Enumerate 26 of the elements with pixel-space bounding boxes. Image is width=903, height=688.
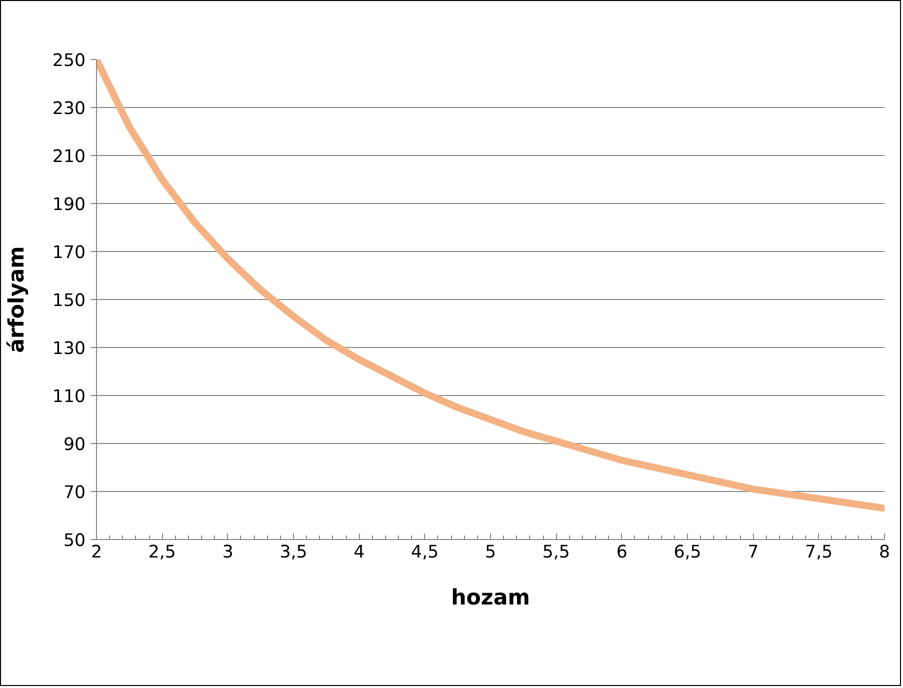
y-tick-label: 230 bbox=[52, 99, 86, 119]
x-tick-label: 5 bbox=[484, 542, 496, 562]
y-tick-label: 150 bbox=[52, 291, 86, 311]
y-tick-label: 210 bbox=[52, 147, 86, 167]
y-tick-label: 70 bbox=[63, 483, 86, 503]
x-tick-label: 6,5 bbox=[674, 542, 702, 562]
y-tick-label: 130 bbox=[52, 339, 86, 359]
y-tick-label: 170 bbox=[52, 243, 86, 263]
y-tick-label: 110 bbox=[52, 387, 86, 407]
x-tick-label: 2,5 bbox=[148, 542, 176, 562]
x-tick-label: 2 bbox=[90, 542, 102, 562]
x-tick-label: 4 bbox=[354, 542, 365, 562]
x-axis-title: hozam bbox=[451, 586, 530, 610]
x-tick-label: 3 bbox=[222, 542, 234, 562]
x-tick-label: 4,5 bbox=[411, 542, 439, 562]
x-tick-label: 5,5 bbox=[542, 542, 570, 562]
x-tick-label: 8 bbox=[878, 542, 890, 562]
x-tick-label: 3,5 bbox=[280, 542, 308, 562]
x-tick-label: 6 bbox=[616, 542, 628, 562]
y-tick-label: 190 bbox=[52, 195, 86, 215]
y-tick-label: 50 bbox=[63, 531, 86, 551]
y-tick-label: 90 bbox=[63, 435, 86, 455]
x-tick-label: 7 bbox=[748, 542, 759, 562]
x-tick-label: 7,5 bbox=[805, 542, 833, 562]
y-axis-title: árfolyam bbox=[4, 246, 30, 353]
y-tick-label: 250 bbox=[52, 51, 86, 71]
